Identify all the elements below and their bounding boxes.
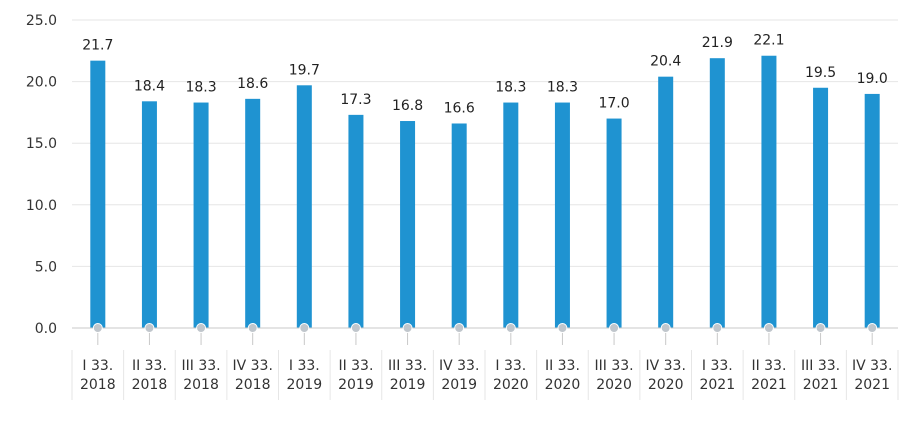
y-tick-label: 20.0 [26, 75, 57, 91]
x-tick-label-year: 2018 [132, 377, 168, 393]
x-tick-marker [196, 323, 207, 333]
bars [90, 55, 880, 329]
x-tick-label-year: 2021 [751, 377, 787, 393]
x-tick-marker [299, 323, 310, 333]
x-tick-label-quarter: III 33. [801, 358, 840, 374]
x-tick-label-year: 2020 [493, 377, 529, 393]
data-label: 18.3 [547, 80, 578, 96]
bar [90, 60, 106, 328]
x-tick-marker [454, 323, 465, 333]
x-tick-label-year: 2020 [596, 377, 632, 393]
x-tick-label-year: 2021 [803, 377, 839, 393]
bar [554, 102, 570, 328]
y-axis: 0.0 5.0 10.0 15.0 20.0 25.0 [26, 13, 57, 337]
y-tick-label: 5.0 [35, 259, 57, 275]
x-tick-label-quarter: III 33. [388, 358, 427, 374]
data-label: 18.3 [185, 80, 216, 96]
bar [400, 121, 416, 328]
x-tick-marker [867, 323, 878, 333]
x-tick-marker [505, 323, 516, 333]
x-tick-marker [247, 323, 258, 333]
bar [709, 58, 725, 328]
x-tick-label-year: 2018 [80, 377, 116, 393]
y-tick-label: 0.0 [35, 321, 57, 337]
x-tick-label-quarter: II 33. [751, 358, 786, 374]
x-tick-label-year: 2020 [648, 377, 684, 393]
data-label: 16.6 [444, 100, 475, 116]
x-tick-label-quarter: I 33. [82, 358, 113, 374]
data-label: 17.3 [340, 92, 371, 108]
data-label: 21.9 [702, 35, 733, 51]
x-tick-marker [815, 323, 826, 333]
x-tick-marker [402, 323, 413, 333]
x-tick-label-quarter: IV 33. [852, 358, 892, 374]
x-tick-label-quarter: I 33. [289, 358, 320, 374]
x-tick-label-year: 2021 [699, 377, 735, 393]
bar [761, 55, 777, 329]
x-tick-marker [350, 323, 361, 333]
gridlines [72, 19, 898, 267]
x-tick-label-year: 2019 [338, 377, 374, 393]
x-tick-label-year: 2018 [183, 377, 219, 393]
bar [503, 102, 519, 328]
x-tick-label-quarter: IV 33. [645, 358, 685, 374]
bar [245, 98, 261, 329]
x-tick-label-year: 2018 [235, 377, 271, 393]
data-label: 17.0 [598, 96, 629, 112]
x-tick-label-year: 2020 [545, 377, 581, 393]
x-tick-label-quarter: III 33. [182, 358, 221, 374]
x-tick-marker [660, 323, 671, 333]
data-label: 19.7 [289, 62, 320, 78]
x-tick-marker [763, 323, 774, 333]
x-axis: I 33. 2018 II 33. 2018 III 33. 2018 IV 33. 2018… [71, 323, 899, 400]
x-tick-label-quarter: I 33. [495, 358, 526, 374]
bar [296, 85, 312, 329]
bar [193, 102, 209, 328]
data-label: 19.5 [805, 65, 836, 81]
data-label: 22.1 [753, 33, 784, 49]
data-label: 18.3 [495, 80, 526, 96]
data-label: 16.8 [392, 98, 423, 114]
data-label: 19.0 [857, 71, 888, 87]
x-tick-marker [92, 323, 103, 333]
x-tick-label-quarter: I 33. [702, 358, 733, 374]
bar [141, 101, 157, 328]
bar [606, 118, 622, 328]
data-label: 21.7 [82, 38, 113, 54]
x-tick-marker [557, 323, 568, 333]
bar [451, 123, 467, 328]
bar [658, 76, 674, 328]
x-tick-label-quarter: IV 33. [439, 358, 479, 374]
y-tick-label: 25.0 [26, 13, 57, 29]
x-tick-label-year: 2021 [854, 377, 890, 393]
data-label: 20.4 [650, 54, 681, 70]
x-tick-marker [144, 323, 155, 333]
x-tick-label-quarter: IV 33. [232, 358, 272, 374]
x-tick-marker [712, 323, 723, 333]
y-tick-label: 10.0 [26, 198, 57, 214]
x-tick-label-quarter: III 33. [595, 358, 634, 374]
x-tick-label-quarter: II 33. [132, 358, 167, 374]
data-label: 18.4 [134, 78, 165, 94]
y-tick-label: 15.0 [26, 136, 57, 152]
bar [348, 114, 364, 328]
data-label: 18.6 [237, 76, 268, 92]
x-tick-label-quarter: II 33. [338, 358, 373, 374]
data-labels: 21.7 18.4 18.3 18.6 19.7 17.3 16.8 16.6 18.3 18.3… [82, 33, 888, 117]
x-tick-label-year: 2019 [390, 377, 426, 393]
bar [813, 87, 829, 328]
bar [864, 93, 880, 328]
x-tick-label-year: 2019 [441, 377, 477, 393]
x-tick-marker [609, 323, 620, 333]
x-tick-label-year: 2019 [286, 377, 322, 393]
x-tick-label-quarter: II 33. [545, 358, 580, 374]
